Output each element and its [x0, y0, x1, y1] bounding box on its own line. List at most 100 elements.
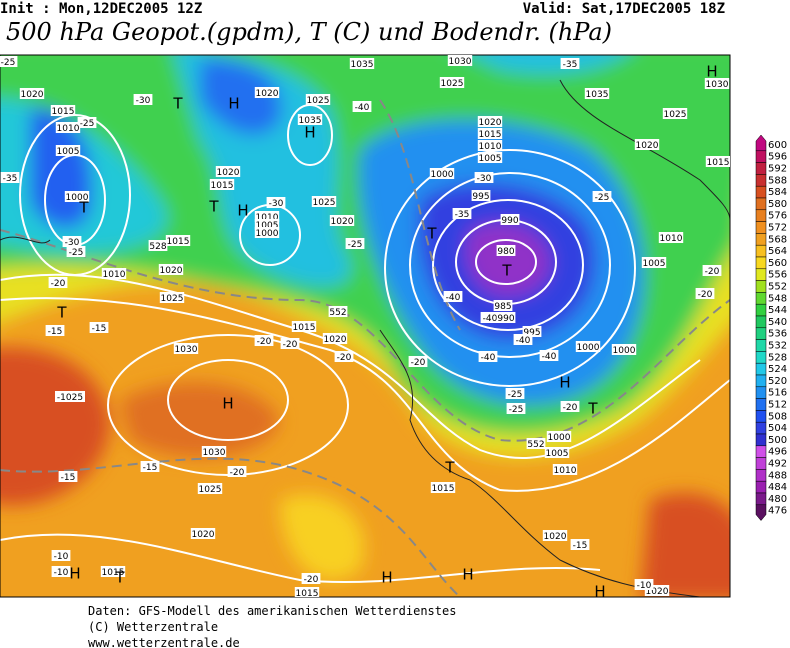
contour-label: 1035: [586, 90, 609, 100]
colorbar-label: 488: [768, 470, 787, 481]
contour-label: 1025: [199, 485, 222, 495]
label-box: [644, 585, 670, 596]
pressure-center: T: [78, 199, 89, 217]
pressure-center: T: [114, 569, 125, 587]
label-box: [51, 566, 71, 577]
label-box: [209, 179, 235, 190]
colorbar-cell: [755, 244, 767, 258]
pressure-center: T: [587, 400, 598, 418]
contour-label: -40: [481, 353, 496, 363]
label-box: [159, 292, 185, 303]
contour-label: -25: [69, 248, 84, 258]
contour-label: -25: [348, 240, 363, 250]
label-box: [477, 128, 503, 139]
label-box: [506, 403, 526, 414]
contour-label: -15: [573, 541, 588, 551]
label-box: [705, 156, 730, 167]
contour-label: -35: [455, 210, 470, 220]
label-box: [334, 351, 354, 362]
colorbar-cell: [755, 457, 767, 470]
colorbar-label: 516: [768, 388, 787, 399]
contour-label: -1025: [57, 393, 83, 403]
label-box: [66, 246, 86, 257]
contour-label: 1025: [664, 110, 687, 120]
contour-label: -25: [80, 119, 95, 129]
label-box: [291, 321, 317, 332]
contour-label: 1015: [211, 181, 234, 191]
colorbar-cell: [755, 256, 767, 270]
label-box: [45, 325, 65, 336]
contour-label: 1020: [636, 141, 659, 151]
label-box: [546, 431, 572, 442]
map: [0, 55, 730, 597]
colorbar-cell: [755, 221, 767, 234]
label-box: [329, 215, 355, 226]
contour-label: 1000: [548, 433, 571, 443]
contour-label: 990: [497, 314, 514, 324]
contour-label: -15: [48, 327, 63, 337]
colorbar-label: 584: [768, 187, 787, 198]
label-box: [77, 117, 97, 128]
pressure-center: T: [172, 95, 183, 113]
contour-label: 1020: [479, 118, 502, 128]
contour-label: 1005: [643, 259, 666, 269]
contour-label: 1010: [256, 213, 279, 223]
colorbar-label: 548: [768, 293, 787, 304]
map-frame: [0, 54, 731, 598]
title: 500 hPa Geopot.(gpdm), T (C) und Bodendr…: [6, 18, 612, 46]
label-box: [62, 236, 82, 247]
pressure-center: H: [381, 569, 392, 587]
contour-label: -35: [3, 174, 18, 184]
contour-label: -25: [1, 58, 16, 68]
contour-label: -20: [411, 358, 426, 368]
footer-line: www.wetterzentrale.de: [88, 636, 240, 648]
label-box: [542, 530, 568, 541]
contour-label: 1005: [546, 449, 569, 459]
label-box: [471, 190, 491, 201]
pressure-center: H: [228, 95, 239, 113]
label-box: [430, 482, 456, 493]
label-box: [280, 338, 300, 349]
colorbar-label: 564: [768, 246, 787, 257]
label-box: [197, 483, 223, 494]
label-box: [592, 191, 612, 202]
pressure-center: H: [462, 566, 473, 584]
colorbar-cell: [755, 445, 767, 458]
label-box: [227, 466, 247, 477]
colorbar-label: 524: [768, 364, 787, 375]
colorbar-label: 560: [768, 258, 787, 269]
contour-label: -20: [705, 267, 720, 277]
contour-label: 1020: [331, 217, 354, 227]
colorbar-label: 536: [768, 329, 787, 340]
contour-label: 1005: [479, 154, 502, 164]
colorbar-label: 480: [768, 494, 787, 505]
label-box: [55, 391, 85, 402]
colorbar-cell: [755, 185, 767, 199]
contour-label: 1020: [256, 89, 279, 99]
colorbar-label: 484: [768, 482, 787, 493]
label-box: [0, 56, 18, 67]
colorbar-label: 588: [768, 175, 787, 186]
label-box: [51, 550, 71, 561]
label-box: [575, 341, 601, 352]
label-box: [447, 55, 473, 66]
colorbar-label: 508: [768, 411, 787, 422]
label-box: [474, 172, 494, 183]
label-box: [328, 306, 348, 317]
contour-label: 1010: [479, 142, 502, 152]
contour-label: -25: [509, 405, 524, 415]
contour-label: -30: [65, 238, 80, 248]
label-box: [634, 579, 654, 590]
contour-label: -15: [143, 463, 158, 473]
contour-label: 1000: [613, 346, 636, 356]
label-box: [443, 291, 463, 302]
contour-label: 1015: [707, 158, 730, 168]
colorbar-cell: [755, 339, 767, 352]
contour-label: 1015: [102, 568, 125, 578]
label-box: [496, 245, 516, 256]
contour-label: -20: [51, 279, 66, 289]
pressure-center: T: [501, 262, 512, 280]
contour-label: -10: [54, 568, 69, 578]
pressure-center: H: [594, 583, 605, 601]
pressure-center: H: [559, 374, 570, 392]
